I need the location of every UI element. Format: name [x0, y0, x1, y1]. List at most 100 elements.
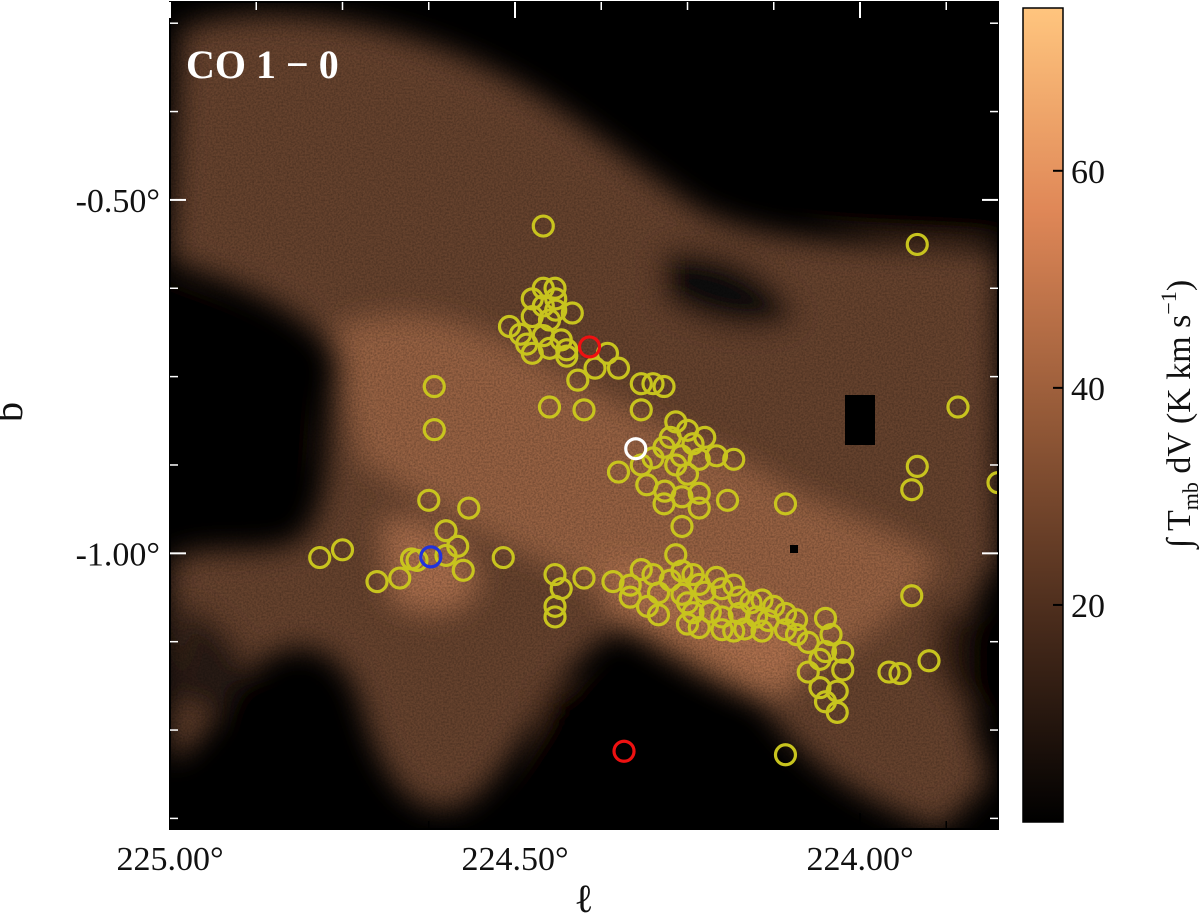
source-marker-0-110 [825, 700, 849, 724]
source-marker-0-96 [750, 619, 774, 643]
source-marker-0-122 [618, 585, 642, 609]
source-marker-0-18 [520, 341, 544, 365]
source-marker-0-30 [422, 418, 446, 442]
y-tick-label: -0.50° [76, 183, 160, 220]
source-marker-0-132 [877, 660, 901, 684]
source-marker-0-49 [687, 481, 711, 505]
source-marker-0-85 [710, 605, 734, 629]
source-marker-0-1 [543, 276, 567, 300]
source-marker-0-0 [531, 214, 555, 238]
source-marker-0-42 [722, 447, 746, 471]
source-marker-0-57 [434, 519, 458, 543]
source-marker-0-114 [543, 594, 567, 618]
source-marker-0-128 [946, 395, 970, 419]
source-marker-0-106 [796, 660, 820, 684]
source-marker-0-78 [727, 585, 751, 609]
source-marker-0-93 [710, 618, 734, 642]
source-marker-0-29 [629, 398, 653, 422]
source-marker-0-95 [733, 617, 757, 641]
source-marker-0-28 [572, 398, 596, 422]
source-marker-0-8 [560, 301, 584, 325]
source-marker-0-39 [641, 446, 665, 470]
source-marker-0-35 [693, 425, 717, 450]
source-marker-0-26 [422, 374, 446, 399]
source-marker-0-120 [572, 566, 596, 590]
source-marker-0-41 [704, 444, 729, 468]
source-marker-0-9 [537, 308, 562, 332]
source-marker-0-61 [330, 538, 355, 562]
source-marker-0-131 [888, 661, 912, 686]
colorbar-label: ∫ Tmb dV (K km s−1) [1156, 280, 1200, 550]
source-marker-0-38 [687, 447, 711, 471]
source-marker-0-91 [675, 612, 700, 636]
source-marker-0-121 [601, 570, 625, 594]
source-marker-0-111 [773, 743, 798, 767]
source-marker-0-24 [641, 372, 665, 396]
co-emission-map [170, 2, 998, 829]
x-tick-label: 225.00° [116, 841, 223, 878]
source-marker-0-133 [917, 649, 941, 673]
source-marker-0-22 [566, 368, 590, 392]
source-marker-0-34 [681, 432, 705, 456]
source-marker-0-45 [606, 460, 631, 484]
source-marker-0-3 [544, 287, 568, 311]
source-marker-0-94 [722, 619, 746, 643]
source-marker-0-16 [555, 338, 579, 362]
source-marker-0-99 [813, 606, 838, 630]
source-marker-0-130 [905, 232, 929, 257]
source-markers [308, 214, 998, 767]
source-marker-0-98 [784, 623, 809, 647]
source-marker-0-92 [687, 615, 711, 640]
source-marker-0-126 [900, 478, 924, 502]
colorbar-ticks: 20 40 60 [1053, 154, 1105, 625]
source-marker-0-89 [773, 601, 798, 626]
source-marker-0-53 [670, 514, 694, 539]
source-marker-0-118 [365, 570, 389, 594]
x-tick-label: 224.00° [806, 841, 913, 878]
source-marker-0-129 [986, 471, 998, 495]
source-marker-0-107 [808, 676, 832, 700]
source-marker-0-55 [417, 488, 441, 512]
axes-ticks: 225.00° 224.50° 224.00° -0.50° -1.00° [76, 2, 998, 878]
source-marker-0-101 [796, 630, 820, 654]
source-marker-0-81 [762, 594, 786, 618]
source-marker-0-124 [646, 603, 671, 627]
source-marker-3-0 [419, 545, 443, 569]
source-marker-1-0 [577, 335, 602, 359]
source-marker-0-20 [583, 356, 607, 380]
colorbar [1022, 7, 1064, 823]
source-marker-0-25 [652, 374, 676, 399]
source-marker-0-84 [698, 600, 722, 624]
source-marker-0-105 [831, 658, 855, 682]
source-marker-0-54 [773, 492, 798, 516]
source-marker-0-23 [629, 372, 653, 396]
source-marker-0-51 [715, 488, 740, 512]
source-marker-0-117 [388, 566, 412, 590]
source-marker-0-59 [491, 545, 515, 570]
x-tick-label: 224.50° [461, 841, 568, 878]
source-marker-0-7 [520, 304, 544, 329]
x-axis-label: ℓ [574, 876, 593, 919]
panel-title: CO 1 − 0 [186, 42, 339, 87]
source-marker-0-116 [405, 548, 429, 573]
source-marker-0-115 [543, 605, 567, 629]
source-marker-0-56 [457, 496, 481, 520]
source-marker-0-64 [451, 558, 475, 582]
source-marker-0-50 [652, 492, 676, 516]
source-marker-0-52 [687, 496, 711, 520]
source-marker-0-83 [681, 601, 705, 625]
source-marker-0-69 [658, 568, 682, 592]
source-marker-0-125 [900, 584, 924, 608]
source-marker-2-0 [624, 437, 648, 461]
source-marker-0-19 [555, 344, 579, 368]
source-marker-0-60 [308, 545, 332, 570]
colorbar-tick-label: 60 [1071, 154, 1105, 191]
source-marker-0-63 [434, 543, 458, 568]
source-marker-0-97 [773, 618, 798, 642]
source-marker-0-44 [675, 462, 700, 486]
source-marker-0-103 [831, 640, 855, 664]
source-marker-1-1 [612, 739, 636, 763]
source-marker-0-119 [618, 573, 642, 597]
source-marker-0-113 [543, 562, 567, 587]
